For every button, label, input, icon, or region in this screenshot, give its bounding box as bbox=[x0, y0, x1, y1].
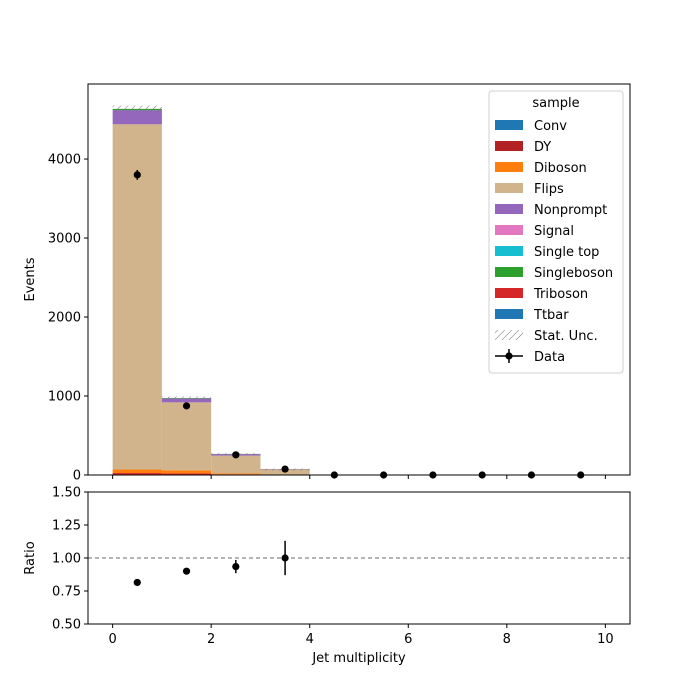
legend-label-1: DY bbox=[534, 140, 551, 155]
legend-swatch-5 bbox=[495, 225, 523, 235]
bar-diboson-bin2 bbox=[211, 473, 261, 475]
ratio-y-axis-label: Ratio bbox=[23, 541, 38, 574]
ratio-points bbox=[133, 540, 289, 587]
data-point-2 bbox=[232, 451, 240, 459]
bar-flips-bin0 bbox=[112, 124, 162, 470]
bar-triboson-bin0 bbox=[112, 473, 162, 475]
x-tick-label-3: 6 bbox=[404, 632, 412, 647]
ratio-y-tick-label-1: 0.75 bbox=[52, 585, 81, 600]
legend-swatch-10 bbox=[495, 330, 523, 340]
main-plot-frame bbox=[87, 83, 631, 476]
legend-label-11: Data bbox=[534, 350, 565, 365]
x-tick-label-2: 4 bbox=[306, 632, 314, 647]
x-tick-label-4: 8 bbox=[503, 632, 511, 647]
legend-label-5: Signal bbox=[534, 224, 574, 239]
main-y-tick-label-4: 4000 bbox=[48, 153, 81, 168]
bar-flips-bin1 bbox=[161, 402, 212, 471]
main-y-tick-label-2: 2000 bbox=[48, 311, 81, 326]
bar-nonprompt-bin1 bbox=[161, 398, 212, 403]
main-plot-panel: 0 1000 2000 3000 4000 Events sample Conv DY Dib… bbox=[23, 83, 631, 484]
legend-label-3: Flips bbox=[534, 182, 564, 197]
ratio-y-tick-label-4: 1.50 bbox=[52, 486, 81, 501]
legend-swatch-7 bbox=[495, 267, 523, 277]
ratio-y-tick-label-3: 1.25 bbox=[52, 519, 81, 534]
ratio-y-tick-label-2: 1.00 bbox=[52, 552, 81, 567]
legend-label-10: Stat. Unc. bbox=[534, 329, 598, 344]
main-y-tick-label-3: 3000 bbox=[48, 232, 81, 247]
legend-label-6: Single top bbox=[534, 245, 599, 260]
ratio-x-axis: 0 2 4 6 8 10 bbox=[108, 624, 614, 647]
data-point-3 bbox=[281, 465, 289, 473]
main-y-axis-label: Events bbox=[23, 257, 38, 301]
legend-label-2: Diboson bbox=[534, 161, 587, 176]
ratio-plot-background bbox=[88, 492, 630, 624]
legend-title: sample bbox=[532, 96, 579, 111]
bar-nonprompt-bin0 bbox=[112, 110, 162, 125]
data-point-1 bbox=[182, 402, 191, 410]
x-tick-label-1: 2 bbox=[207, 632, 215, 647]
legend-swatch-9 bbox=[495, 309, 523, 319]
ratio-point-2 bbox=[232, 562, 240, 571]
main-y-tick-label-0: 0 bbox=[73, 469, 81, 484]
stat-unc-band-bin0 bbox=[112, 105, 162, 113]
bar-triboson-bin1 bbox=[161, 473, 212, 475]
legend-swatch-3 bbox=[495, 183, 523, 193]
legend-label-4: Nonprompt bbox=[534, 203, 607, 218]
ratio-y-tick-label-0: 0.50 bbox=[52, 618, 81, 633]
legend-swatch-8 bbox=[495, 288, 523, 298]
legend-box bbox=[488, 90, 624, 374]
ratio-point-1 bbox=[182, 567, 191, 575]
stat-unc-band-bin1 bbox=[161, 396, 212, 400]
ratio-point-0 bbox=[133, 578, 141, 587]
legend: sample Conv DY Diboson Flips Nonprompt Signal S… bbox=[488, 90, 624, 374]
legend-label-0: Conv bbox=[534, 119, 567, 134]
ratio-point-3 bbox=[281, 554, 289, 562]
legend-label-7: Singleboson bbox=[534, 266, 613, 281]
legend-swatch-2 bbox=[495, 162, 523, 172]
legend-swatch-1 bbox=[495, 141, 523, 151]
main-y-axis: 0 1000 2000 3000 4000 bbox=[48, 153, 88, 484]
ratio-plot-panel: 0.50 0.75 1.00 1.25 1.50 0 2 4 6 8 10 Ratio Jet m… bbox=[23, 486, 631, 666]
data-point-0 bbox=[133, 171, 141, 179]
legend-swatch-4 bbox=[495, 204, 523, 214]
bar-flips-bin2 bbox=[211, 455, 261, 474]
legend-swatch-0 bbox=[495, 120, 523, 130]
x-axis-label: Jet multiplicity bbox=[311, 651, 406, 666]
data-points bbox=[133, 169, 585, 479]
x-tick-label-0: 0 bbox=[108, 632, 116, 647]
legend-label-9: Ttbar bbox=[533, 308, 569, 323]
bar-diboson-bin1 bbox=[161, 470, 212, 474]
bar-diboson-bin0 bbox=[112, 469, 162, 474]
main-y-tick-label-1: 1000 bbox=[48, 390, 81, 405]
legend-swatch-6 bbox=[495, 246, 523, 256]
legend-swatch-11 bbox=[505, 352, 513, 360]
legend-label-8: Triboson bbox=[533, 287, 588, 302]
main-x-axis-ticks bbox=[112, 475, 606, 479]
x-tick-label-5: 10 bbox=[597, 632, 614, 647]
ratio-y-axis: 0.50 0.75 1.00 1.25 1.50 bbox=[52, 486, 88, 633]
